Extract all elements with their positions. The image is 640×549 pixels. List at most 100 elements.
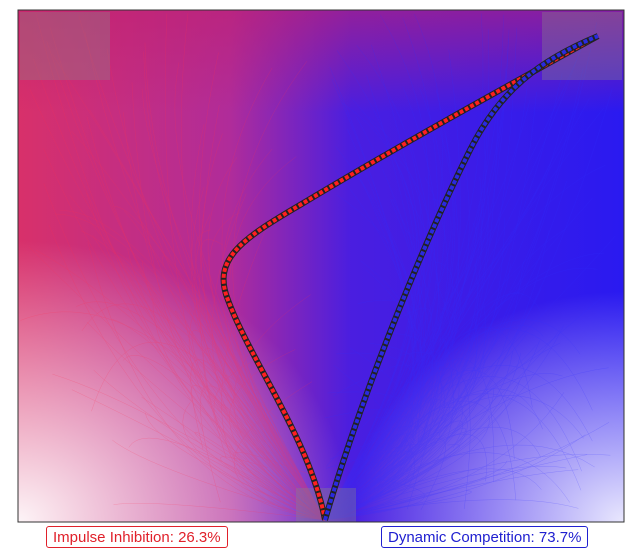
raw-trajectory bbox=[86, 321, 326, 521]
raw-trajectory bbox=[324, 252, 604, 521]
raw-trajectory bbox=[324, 80, 499, 521]
raw-trajectory bbox=[324, 99, 531, 521]
raw-trajectory bbox=[324, 306, 486, 521]
raw-trajectory bbox=[324, 22, 597, 521]
raw-trajectory bbox=[71, 389, 326, 521]
raw-trajectory bbox=[324, 180, 567, 521]
raw-trajectory bbox=[324, 17, 438, 521]
raw-trajectory bbox=[324, 307, 457, 521]
raw-trajectory bbox=[324, 229, 491, 521]
raw-trajectory bbox=[324, 281, 454, 521]
raw-trajectory bbox=[71, 130, 326, 521]
raw-trajectory bbox=[324, 89, 454, 521]
raw-trajectory bbox=[86, 192, 326, 521]
raw-trajectory bbox=[324, 318, 454, 521]
raw-trajectory bbox=[324, 324, 442, 521]
raw-trajectory bbox=[324, 333, 430, 521]
raw-trajectory bbox=[76, 301, 326, 521]
raw-trajectory bbox=[324, 29, 510, 521]
raw-trajectory bbox=[324, 490, 472, 521]
raw-trajectory bbox=[191, 330, 326, 521]
raw-trajectory bbox=[324, 230, 550, 521]
raw-trajectory bbox=[213, 362, 326, 521]
raw-trajectory bbox=[324, 138, 441, 521]
raw-trajectory bbox=[127, 248, 326, 521]
raw-trajectory bbox=[324, 268, 598, 521]
raw-trajectory bbox=[81, 303, 326, 521]
raw-trajectory bbox=[324, 343, 426, 521]
raw-trajectory bbox=[324, 469, 579, 521]
raw-trajectory bbox=[20, 311, 326, 521]
raw-trajectory bbox=[324, 367, 476, 521]
raw-trajectory bbox=[324, 222, 477, 521]
raw-trajectory bbox=[324, 86, 438, 521]
raw-trajectory bbox=[324, 373, 563, 521]
raw-trajectory bbox=[324, 146, 416, 521]
raw-trajectory bbox=[324, 176, 483, 521]
raw-trajectory bbox=[84, 31, 326, 521]
raw-trajectory bbox=[194, 431, 326, 521]
raw-trajectory bbox=[324, 334, 473, 521]
raw-trajectory bbox=[201, 133, 326, 521]
raw-trajectory bbox=[324, 88, 446, 521]
raw-trajectory bbox=[324, 88, 613, 521]
raw-trajectory bbox=[141, 260, 326, 521]
raw-trajectory bbox=[182, 402, 326, 521]
raw-trajectory bbox=[324, 408, 413, 521]
raw-trajectory bbox=[324, 13, 443, 521]
raw-trajectory bbox=[324, 438, 446, 521]
raw-trajectory bbox=[203, 348, 326, 521]
raw-trajectory bbox=[324, 433, 487, 521]
raw-trajectory bbox=[324, 339, 447, 521]
raw-trajectory bbox=[324, 67, 584, 521]
trajectory-plot bbox=[17, 9, 625, 523]
raw-trajectory bbox=[128, 437, 326, 521]
raw-trajectory bbox=[324, 351, 513, 521]
raw-trajectory bbox=[106, 48, 326, 521]
raw-trajectory bbox=[324, 199, 434, 521]
raw-trajectory bbox=[123, 112, 326, 521]
raw-trajectory bbox=[324, 229, 566, 521]
raw-trajectory bbox=[324, 367, 609, 521]
raw-trajectory bbox=[324, 468, 542, 521]
raw-trajectory bbox=[52, 373, 326, 521]
raw-trajectory bbox=[324, 421, 420, 521]
raw-trajectory bbox=[324, 358, 495, 521]
raw-trajectory bbox=[324, 136, 459, 521]
raw-trajectory bbox=[324, 364, 415, 521]
raw-trajectory bbox=[324, 78, 415, 521]
raw-trajectory bbox=[324, 129, 419, 521]
raw-trajectory bbox=[324, 398, 450, 521]
raw-trajectory bbox=[324, 352, 521, 521]
raw-trajectory bbox=[324, 499, 579, 521]
raw-trajectory bbox=[324, 308, 432, 521]
raw-trajectory bbox=[324, 102, 580, 521]
raw-trajectory bbox=[212, 193, 326, 521]
raw-trajectory bbox=[141, 88, 326, 521]
raw-trajectory bbox=[324, 107, 604, 521]
impulse-label: Impulse Inhibition: 26.3% bbox=[46, 526, 228, 548]
raw-trajectory bbox=[324, 354, 485, 521]
raw-trajectory bbox=[55, 213, 326, 521]
raw-trajectory bbox=[181, 13, 326, 521]
raw-trajectory bbox=[324, 92, 537, 521]
raw-trajectory bbox=[324, 131, 486, 521]
raw-trajectory bbox=[324, 428, 466, 521]
raw-trajectory bbox=[324, 150, 470, 521]
raw-trajectory bbox=[114, 206, 326, 521]
raw-trajectory bbox=[324, 368, 471, 521]
raw-trajectory bbox=[324, 49, 461, 521]
raw-trajectory bbox=[86, 116, 326, 521]
raw-trajectory bbox=[324, 299, 422, 521]
raw-trajectory bbox=[324, 38, 509, 521]
raw-trajectory bbox=[69, 195, 326, 521]
raw-trajectory bbox=[87, 241, 326, 521]
raw-trajectory bbox=[324, 288, 542, 521]
raw-trajectory bbox=[116, 252, 326, 521]
raw-trajectory bbox=[145, 412, 326, 521]
raw-trajectory bbox=[324, 376, 582, 521]
raw-trajectory bbox=[209, 212, 326, 521]
raw-trajectory bbox=[324, 420, 463, 521]
raw-trajectory bbox=[324, 177, 422, 521]
raw-trajectory bbox=[324, 476, 425, 521]
